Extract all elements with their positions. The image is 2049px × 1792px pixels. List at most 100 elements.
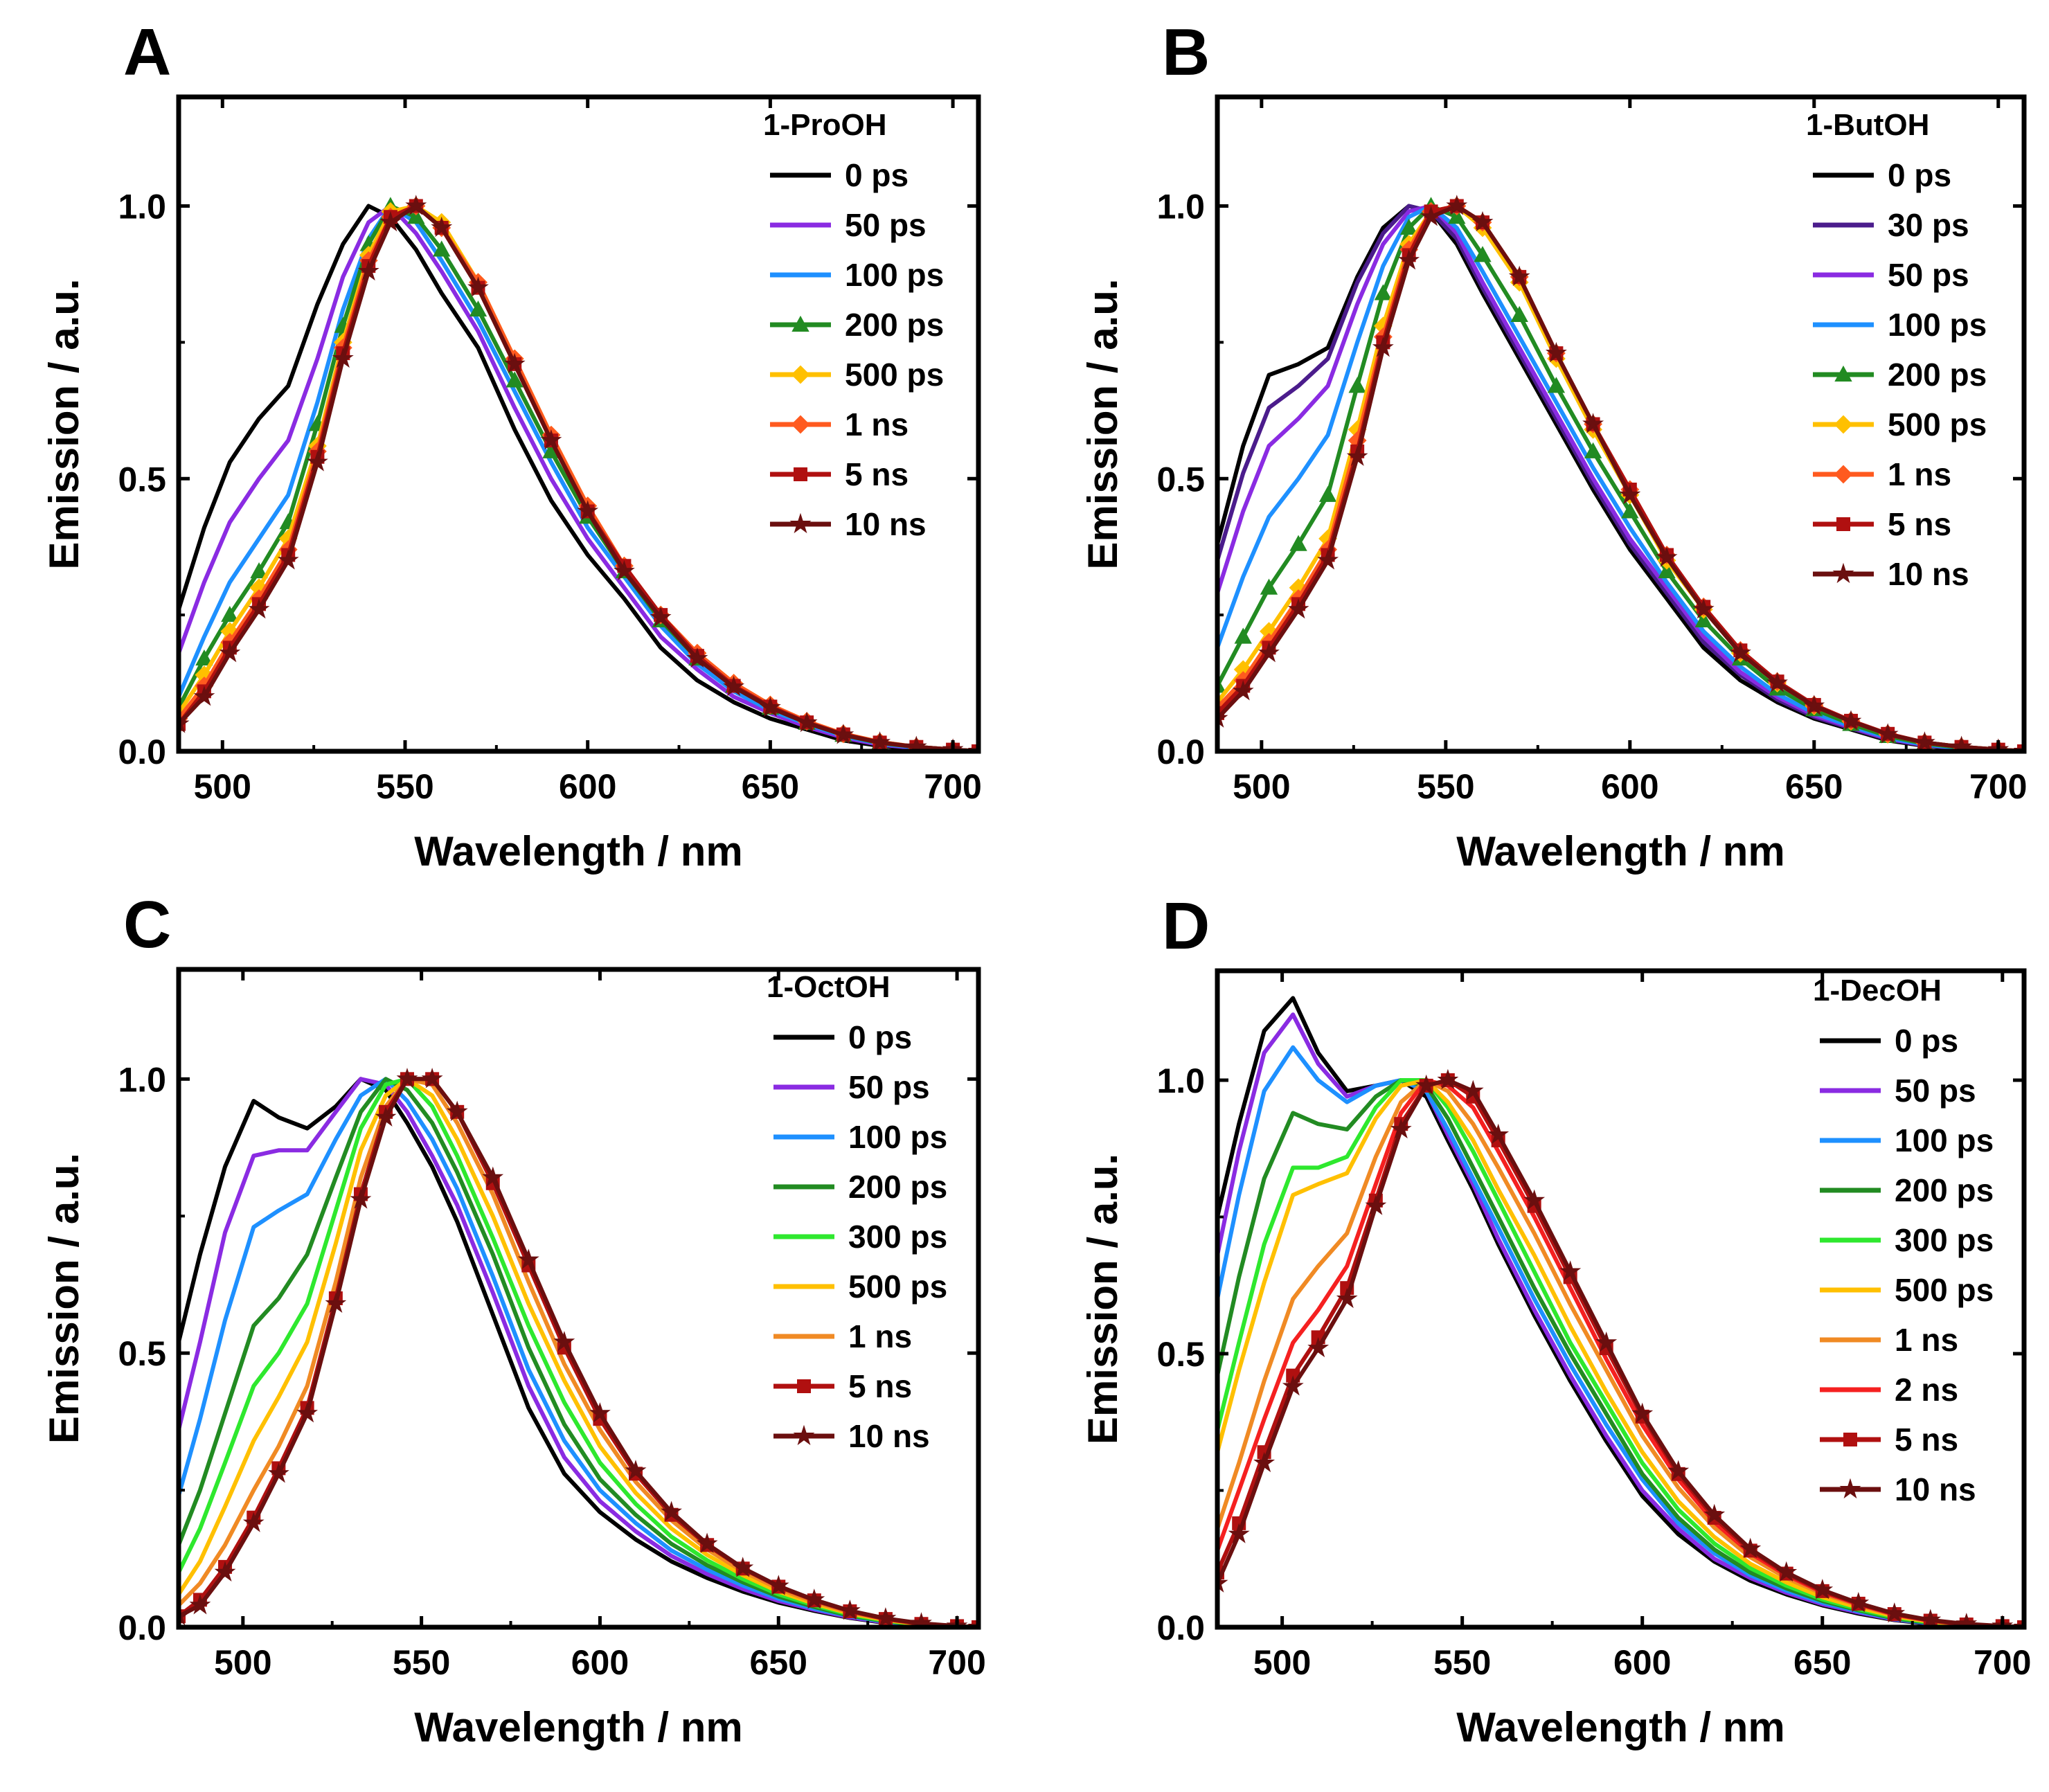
panel-d-legend-item-0-ps: 0 ps [1820,1023,1958,1059]
panel-d-series-10-ns-point [1523,1189,1546,1210]
panel-b-series-10-ns-point [1508,265,1530,287]
panel-c-legend-item-300-ps-label: 300 ps [848,1219,947,1255]
panel-d-legend-item-500-ps-label: 500 ps [1895,1272,1994,1308]
panel-d-series-10-ns-point [1847,1591,1870,1613]
panel-b-series-200-ps-point [1399,218,1418,235]
panel-b-legend-item-500-ps-label: 500 ps [1888,406,1987,442]
panel-b-legend-item-50-ps: 50 ps [1813,257,1969,293]
panel-d-y-tick-label: 0.5 [1156,1335,1205,1374]
panel-c-letter: C [123,888,171,962]
panel-b-legend-item-200-ps-label: 200 ps [1888,357,1987,393]
panel-b-legend-item-200-ps: 200 ps [1813,357,1987,393]
panel-c-series-10-ns-point [839,1600,861,1620]
panel-a-series-10-ns-point [614,559,635,581]
panel-c-series-10-ns-point [375,1106,397,1127]
panel-b-series-200-ps-point [1318,485,1337,502]
panel-b-series-200-ps-point [1584,442,1602,458]
panel-b-legend-item-100-ps: 100 ps [1813,307,1987,343]
panel-c-series-10-ns-point [732,1557,754,1577]
panel-a-series-10-ns-point [796,711,818,733]
panel-d-legend-item-1-ns: 1 ns [1820,1322,1958,1358]
panel-d-series-10-ns-point [1667,1460,1690,1481]
panel-b-legend-item-0-ps-label: 0 ps [1888,157,1951,193]
panel-a-series-200-ps-point [505,371,524,388]
panel-b-legend-item-10-ns-label: 10 ns [1888,556,1969,592]
panel-a-legend-item-5-ns-marker [794,467,807,481]
panel-a-legend-item-50-ps: 50 ps [770,207,927,243]
panel-b-series-200-ps-point [1448,208,1466,224]
panel-a-legend-item-200-ps: 200 ps [770,307,944,343]
panel-a: 500 550 600 650 700 0.0 0.5 1.0 Wavelength / nm E… [41,15,982,875]
panel-b-x-tick-label: 650 [1785,767,1843,806]
panel-c-series-10-ns-point [661,1500,682,1521]
panel-b-series-10-ns-point [1913,731,1935,751]
panel-b-series-10-ns-point [1692,598,1715,619]
panel-c-series-10-ns-point [396,1068,418,1088]
panel-c-series-10-ns-point [267,1462,289,1483]
panel-b-series-200-ps-point [1510,305,1528,322]
panel-d-series-10-ns-point [1307,1336,1330,1358]
panel-c-legend-item-300-ps: 300 ps [773,1219,947,1255]
panel-b-series-200-ps-point [1260,578,1278,595]
panel-a-x-tick-label: 500 [194,767,251,806]
panel-b-series-10-ns-point [1656,546,1678,567]
panel-a-plot-area [179,195,978,751]
panel-a-legend-item-10-ns-marker [789,512,812,534]
panel-c-legend-item-200-ps: 200 ps [773,1169,947,1205]
panel-d-legend-item-500-ps: 500 ps [1820,1272,1994,1308]
panel-b-legend-item-500-ps: 500 ps [1813,406,1987,442]
panel-a-series-10-ns-point [540,429,562,450]
panel-d-series-10-ns-point [1390,1118,1412,1139]
panel-d-legend-item-100-ps: 100 ps [1820,1122,1994,1158]
panel-c-legend-item-0-ps-label: 0 ps [848,1019,912,1055]
panel-b-series-10-ns-point [1232,680,1254,701]
panel-b-legend-item-30-ps: 30 ps [1813,207,1969,243]
panel-a-series-10-ns-point [332,347,354,368]
panel-d-series-10-ns-point [1365,1194,1387,1215]
panel-a-legend-item-100-ps: 100 ps [770,257,944,293]
panel-b-series-200-ps-point [1547,377,1566,393]
panel-a-legend-item-1-ns-label: 1 ns [845,406,909,442]
panel-b-legend-item-30-ps-label: 30 ps [1888,207,1969,243]
panel-b-series-10-ns-point [1545,341,1567,363]
panel-b-legend-item-5-ns-label: 5 ns [1888,506,1951,542]
panel-a-series-10-ns-point [277,549,299,570]
panel-d-plot-area [1217,996,2024,1627]
panel-b-plot-area [1217,195,2024,751]
panel-a-series-200-ps-point [469,301,487,317]
panel-c-x-tick-label: 500 [214,1643,271,1682]
panel-b-x-tick-label: 700 [1969,767,2027,806]
panel-d-legend-item-10-ns: 10 ns [1820,1471,1976,1507]
panel-b-series-10-ns-point [1258,642,1280,663]
panel-a-series-10-ns-point [686,647,708,668]
panel-d-y-tick-label: 0.0 [1156,1609,1205,1647]
panel-b-series-10-ns-point [1287,598,1309,619]
panel-b-series-10-ns-point [1766,672,1788,692]
panel-a-legend-title: 1-ProOH [763,108,886,142]
panel-c-series-10-ns-point [350,1188,372,1209]
panel-b-series-200-ps-point [1658,562,1676,579]
panel-b-legend-item-10-ns: 10 ns [1813,556,1969,592]
panel-a-letter: A [123,15,171,89]
panel-c-series-10-ns-point [589,1402,611,1423]
panel-a-series-10-ns-point [357,260,379,281]
panel-c-legend-item-500-ps-label: 500 ps [848,1269,947,1305]
panel-d-legend-item-50-ps: 50 ps [1820,1073,1976,1109]
panel-a-y-tick-label: 0.0 [118,733,166,771]
panel-c-frame [176,967,981,1630]
panel-d-series-10-ns-point [1631,1402,1654,1424]
panel-d-legend-item-5-ns-label: 5 ns [1895,1422,1958,1458]
panel-c-series-10-ns-point [696,1532,718,1553]
panel-b-series-10-ns-point [1840,710,1862,731]
panel-b-legend-item-50-ps-label: 50 ps [1888,257,1969,293]
panel-d-series-10-ns-point [1282,1375,1304,1396]
panel-a-series-10-ns-point [306,451,328,472]
panel-b-legend-item-5-ns-marker [1836,517,1850,531]
panel-c-series-10-ns-point [767,1575,789,1595]
panel-c-legend-title: 1-OctOH [767,970,890,1004]
panel-b-x-tick-label: 500 [1233,767,1290,806]
panel-b-x-tick-label: 550 [1417,767,1474,806]
panel-a-x-axis-label: Wavelength / nm [414,828,743,875]
panel-d-series-10-ns-point [1703,1503,1726,1525]
